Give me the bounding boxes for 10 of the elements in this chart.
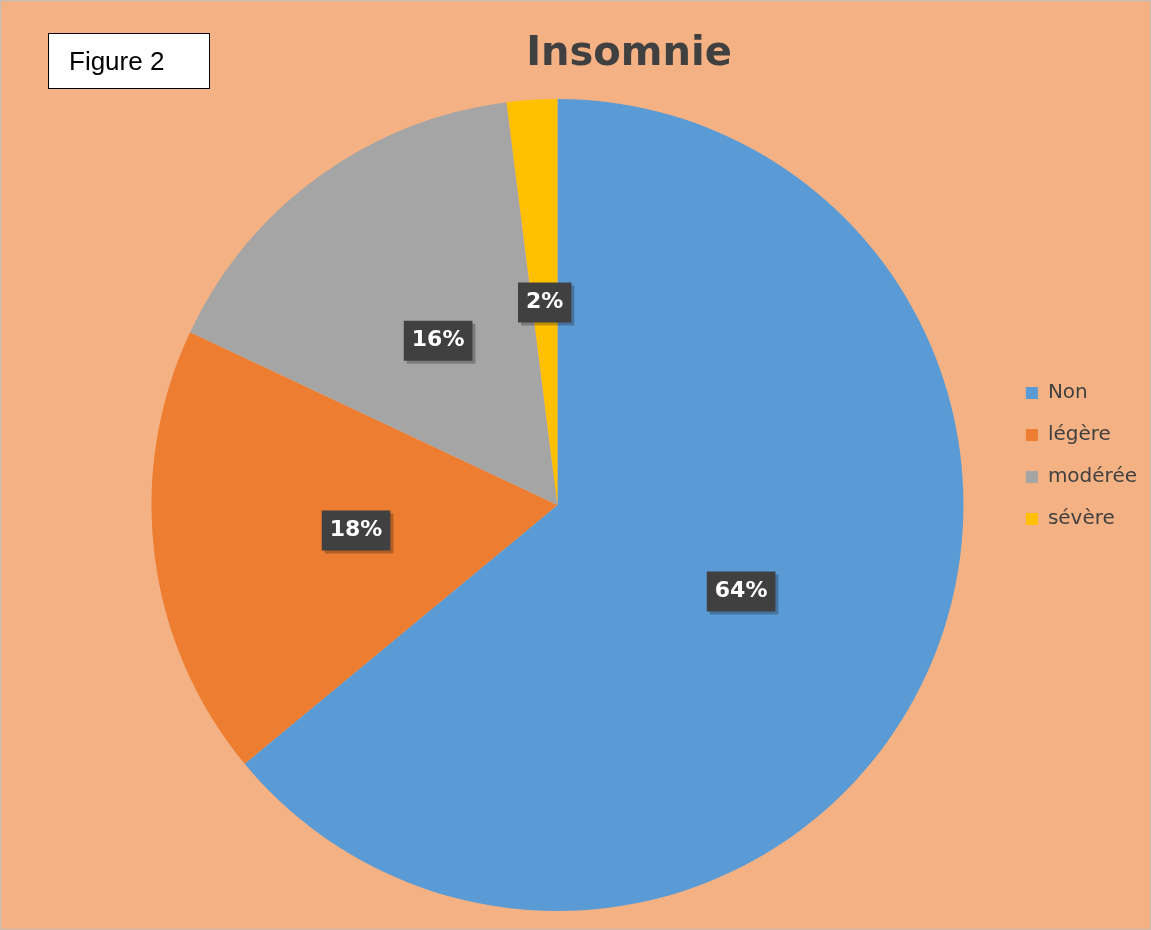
caption: Figure 2: [48, 33, 210, 89]
legend-label: Non: [1047, 379, 1088, 404]
legend-label: modérée: [1047, 463, 1138, 488]
legend-label: sévère: [1047, 505, 1115, 530]
data-label: 16%: [411, 326, 465, 352]
data-label: 2%: [526, 288, 564, 314]
legend-label: légère: [1047, 421, 1111, 446]
chart-title: Insomnie: [526, 28, 732, 75]
data-label: 64%: [714, 577, 768, 603]
data-label: 18%: [329, 516, 383, 542]
